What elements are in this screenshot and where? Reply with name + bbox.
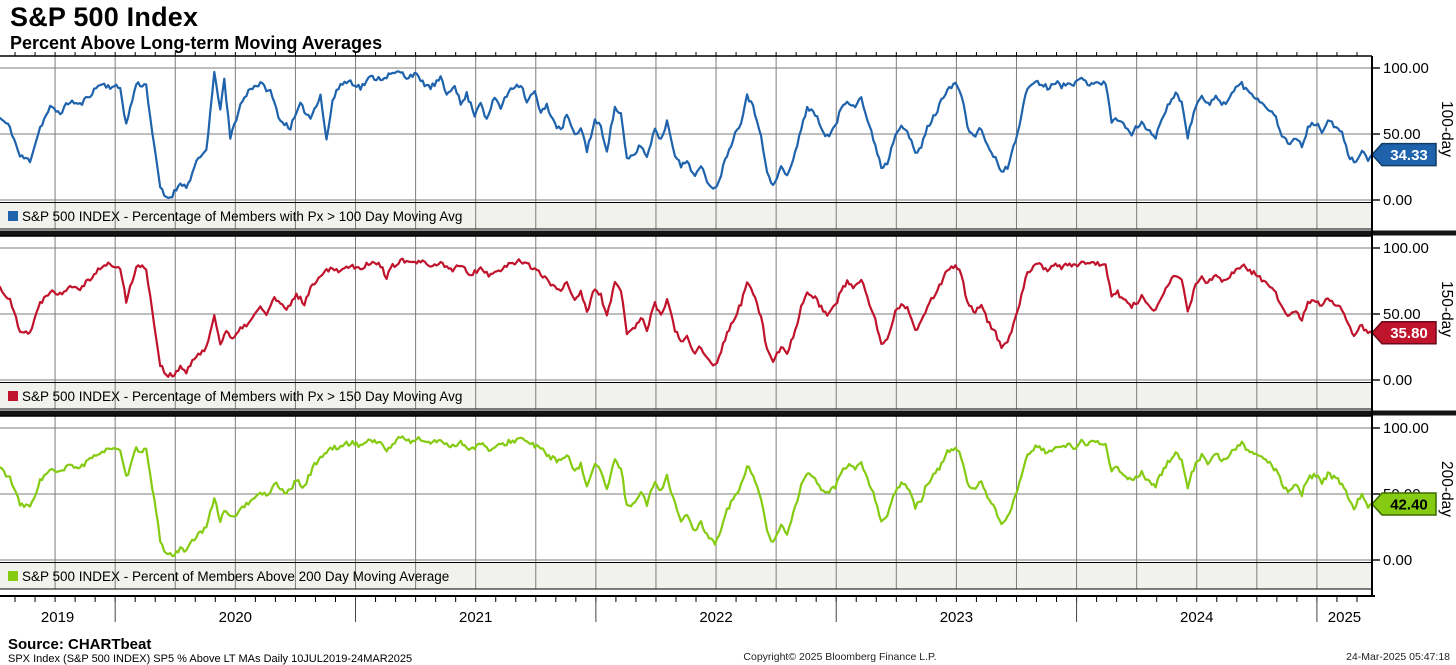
year-label-2024: 2024 <box>1180 609 1213 626</box>
panel-axis-label-200-day: 200-day <box>1438 461 1455 517</box>
legend-marker <box>8 211 18 221</box>
last-value-label-200-day: 42.40 <box>1390 497 1428 514</box>
last-value-label-150-day: 35.80 <box>1390 325 1428 342</box>
panel-axis-label-100-day: 100-day <box>1438 101 1455 157</box>
panel-100-day: S&P 500 INDEX - Percentage of Members wi… <box>0 52 1456 236</box>
year-label-2020: 2020 <box>219 609 252 626</box>
panel-200-day: S&P 500 INDEX - Percent of Members Above… <box>0 415 1455 590</box>
legend-marker <box>8 391 18 401</box>
x-axis: 2019 2020 2021 2022 2023 2024 2025 <box>0 595 1375 626</box>
legend-strip <box>0 562 1372 589</box>
year-label-2025: 2025 <box>1328 609 1361 626</box>
series-line-100-day <box>0 70 1374 199</box>
panel-separator <box>0 230 1456 236</box>
y-tick-label: 0.00 <box>1383 552 1412 569</box>
y-tick-label: 0.00 <box>1383 372 1412 389</box>
series-line-200-day <box>0 435 1374 558</box>
legend-strip <box>0 202 1372 229</box>
timestamp-label: 24-Mar-2025 05:47:18 <box>1346 651 1450 663</box>
chart-svg: S&P 500 INDEX - Percentage of Members wi… <box>0 52 1456 626</box>
y-tick-label: 100.00 <box>1383 240 1429 257</box>
y-tick-label: 100.00 <box>1383 60 1429 77</box>
series-line-150-day <box>0 257 1374 378</box>
panel-separator <box>0 410 1456 416</box>
last-value-tag-150-day <box>1370 320 1437 345</box>
year-label-2021: 2021 <box>459 609 492 626</box>
page-title: S&P 500 Index <box>10 2 199 32</box>
year-label-2023: 2023 <box>940 609 973 626</box>
page-subtitle: Percent Above Long-term Moving Averages <box>10 33 383 53</box>
y-tick-label: 50.00 <box>1383 126 1421 143</box>
y-tick-label: 50.00 <box>1383 306 1421 323</box>
y-tick-label: 100.00 <box>1383 420 1429 437</box>
panel-150-day: S&P 500 INDEX - Percentage of Members wi… <box>0 235 1456 416</box>
legend-marker <box>8 571 18 581</box>
last-value-label-100-day: 34.33 <box>1390 147 1428 164</box>
year-label-2022: 2022 <box>699 609 732 626</box>
legend-label-150-day: S&P 500 INDEX - Percentage of Members wi… <box>22 389 462 404</box>
ticker-meta: SPX Index (S&P 500 INDEX) SP5 % Above LT… <box>8 653 413 665</box>
year-label-2019: 2019 <box>41 609 74 626</box>
last-value-tag-200-day <box>1370 492 1437 516</box>
y-tick-label: 0.00 <box>1383 192 1412 209</box>
legend-label-200-day: S&P 500 INDEX - Percent of Members Above… <box>22 569 449 584</box>
legend-strip <box>0 382 1372 409</box>
panel-axis-label-150-day: 150-day <box>1438 281 1455 337</box>
legend-label-100-day: S&P 500 INDEX - Percentage of Members wi… <box>22 209 462 224</box>
source-label: Source: CHARTbeat <box>8 636 152 653</box>
last-value-tag-100-day <box>1370 142 1437 167</box>
copyright-label: Copyright© 2025 Bloomberg Finance L.P. <box>743 651 937 663</box>
